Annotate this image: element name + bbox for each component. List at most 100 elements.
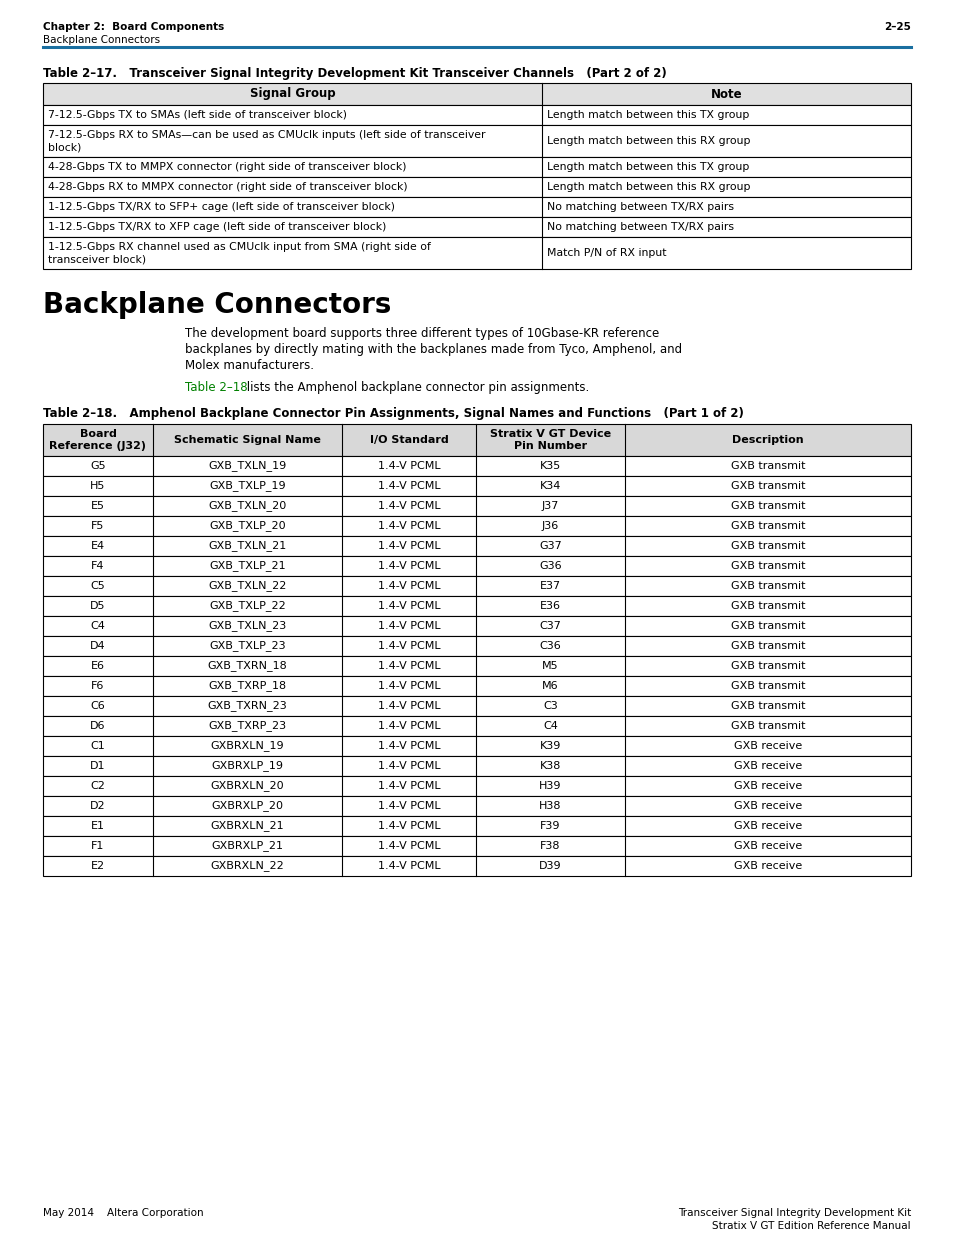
Text: 1.4-V PCML: 1.4-V PCML	[377, 561, 440, 571]
Text: GXB receive: GXB receive	[733, 761, 801, 771]
Text: H38: H38	[538, 802, 561, 811]
Bar	[43, 456, 910, 475]
Text: Length match between this RX group: Length match between this RX group	[546, 136, 750, 146]
Text: Note: Note	[710, 88, 741, 100]
Text: K35: K35	[539, 461, 560, 471]
Bar	[43, 105, 910, 125]
Text: J36: J36	[541, 521, 558, 531]
Text: 1.4-V PCML: 1.4-V PCML	[377, 680, 440, 692]
Text: 1.4-V PCML: 1.4-V PCML	[377, 480, 440, 492]
Text: GXB_TXRP_23: GXB_TXRP_23	[208, 720, 286, 731]
Text: GXB_TXLP_19: GXB_TXLP_19	[209, 480, 286, 492]
Text: K34: K34	[539, 480, 560, 492]
Bar	[43, 177, 910, 198]
Bar	[43, 656, 910, 676]
Text: GXB_TXLP_23: GXB_TXLP_23	[209, 641, 286, 651]
Text: 1.4-V PCML: 1.4-V PCML	[377, 501, 440, 511]
Text: GXB receive: GXB receive	[733, 781, 801, 790]
Text: GXB transmit: GXB transmit	[730, 521, 804, 531]
Text: The development board supports three different types of 10Gbase-KR reference: The development board supports three dif…	[185, 327, 659, 340]
Text: GXBRXLP_19: GXBRXLP_19	[212, 761, 283, 772]
Text: D2: D2	[91, 802, 106, 811]
Bar	[43, 736, 910, 756]
Text: D5: D5	[91, 601, 106, 611]
Text: GXB transmit: GXB transmit	[730, 541, 804, 551]
Text: GXB_TXLP_20: GXB_TXLP_20	[209, 520, 286, 531]
Text: Table 2–18: Table 2–18	[185, 382, 248, 394]
Text: 1.4-V PCML: 1.4-V PCML	[377, 521, 440, 531]
Text: J37: J37	[541, 501, 558, 511]
Text: GXB_TXLN_21: GXB_TXLN_21	[208, 541, 286, 552]
Text: GXBRXLP_20: GXBRXLP_20	[212, 800, 283, 811]
Text: 1.4-V PCML: 1.4-V PCML	[377, 621, 440, 631]
Text: GXB transmit: GXB transmit	[730, 501, 804, 511]
Text: K38: K38	[539, 761, 560, 771]
Bar	[43, 597, 910, 616]
Text: Length match between this TX group: Length match between this TX group	[546, 110, 749, 120]
Text: GXB receive: GXB receive	[733, 821, 801, 831]
Text: D1: D1	[91, 761, 106, 771]
Text: GXB_TXRP_18: GXB_TXRP_18	[208, 680, 286, 692]
Text: Transceiver Signal Integrity Development Kit: Transceiver Signal Integrity Development…	[677, 1208, 910, 1218]
Text: GXB transmit: GXB transmit	[730, 621, 804, 631]
Text: GXB transmit: GXB transmit	[730, 721, 804, 731]
Text: 1.4-V PCML: 1.4-V PCML	[377, 601, 440, 611]
Text: C1: C1	[91, 741, 105, 751]
Bar	[43, 616, 910, 636]
Text: May 2014    Altera Corporation: May 2014 Altera Corporation	[43, 1208, 203, 1218]
Text: C2: C2	[91, 781, 106, 790]
Bar	[43, 536, 910, 556]
Text: GXBRXLN_19: GXBRXLN_19	[211, 741, 284, 751]
Text: 1-12.5-Gbps TX/RX to SFP+ cage (left side of transceiver block): 1-12.5-Gbps TX/RX to SFP+ cage (left sid…	[48, 203, 395, 212]
Text: GXB_TXLN_20: GXB_TXLN_20	[208, 500, 286, 511]
Text: GXB transmit: GXB transmit	[730, 561, 804, 571]
Text: GXB transmit: GXB transmit	[730, 701, 804, 711]
Text: F1: F1	[91, 841, 105, 851]
Text: Molex manufacturers.: Molex manufacturers.	[185, 359, 314, 372]
Text: E5: E5	[91, 501, 105, 511]
Bar	[43, 676, 910, 697]
Text: F38: F38	[539, 841, 560, 851]
Bar	[43, 716, 910, 736]
Bar	[43, 217, 910, 237]
Text: 1-12.5-Gbps TX/RX to XFP cage (left side of transceiver block): 1-12.5-Gbps TX/RX to XFP cage (left side…	[48, 222, 386, 232]
Text: GXB_TXLP_22: GXB_TXLP_22	[209, 600, 286, 611]
Text: D4: D4	[91, 641, 106, 651]
Text: backplanes by directly mating with the backplanes made from Tyco, Amphenol, and: backplanes by directly mating with the b…	[185, 343, 681, 356]
Text: C6: C6	[91, 701, 105, 711]
Text: Backplane Connectors: Backplane Connectors	[43, 291, 391, 319]
Text: E4: E4	[91, 541, 105, 551]
Text: GXBRXLN_20: GXBRXLN_20	[211, 781, 284, 792]
Text: I/O Standard: I/O Standard	[369, 435, 448, 445]
Text: 2–25: 2–25	[883, 22, 910, 32]
Text: 1.4-V PCML: 1.4-V PCML	[377, 802, 440, 811]
Text: 1.4-V PCML: 1.4-V PCML	[377, 781, 440, 790]
Text: GXB transmit: GXB transmit	[730, 461, 804, 471]
Text: 1.4-V PCML: 1.4-V PCML	[377, 821, 440, 831]
Text: GXB transmit: GXB transmit	[730, 661, 804, 671]
Bar	[43, 237, 910, 269]
Text: Stratix V GT Edition Reference Manual: Stratix V GT Edition Reference Manual	[712, 1221, 910, 1231]
Bar	[43, 576, 910, 597]
Bar	[43, 496, 910, 516]
Bar	[43, 816, 910, 836]
Text: No matching between TX/RX pairs: No matching between TX/RX pairs	[546, 203, 733, 212]
Bar	[43, 697, 910, 716]
Bar	[43, 424, 910, 456]
Text: Match P/N of RX input: Match P/N of RX input	[546, 248, 666, 258]
Bar	[43, 125, 910, 157]
Text: Backplane Connectors: Backplane Connectors	[43, 35, 160, 44]
Text: 4-28-Gbps RX to MMPX connector (right side of transceiver block): 4-28-Gbps RX to MMPX connector (right si…	[48, 182, 407, 191]
Bar	[43, 756, 910, 776]
Bar	[43, 556, 910, 576]
Text: C3: C3	[542, 701, 558, 711]
Text: F39: F39	[539, 821, 560, 831]
Bar	[43, 797, 910, 816]
Text: GXB transmit: GXB transmit	[730, 580, 804, 592]
Text: 1.4-V PCML: 1.4-V PCML	[377, 841, 440, 851]
Text: 7-12.5-Gbps RX to SMAs—can be used as CMUclk inputs (left side of transceiver
bl: 7-12.5-Gbps RX to SMAs—can be used as CM…	[48, 130, 485, 152]
Text: 1.4-V PCML: 1.4-V PCML	[377, 461, 440, 471]
Text: GXB receive: GXB receive	[733, 841, 801, 851]
Bar	[43, 157, 910, 177]
Text: Chapter 2:  Board Components: Chapter 2: Board Components	[43, 22, 224, 32]
